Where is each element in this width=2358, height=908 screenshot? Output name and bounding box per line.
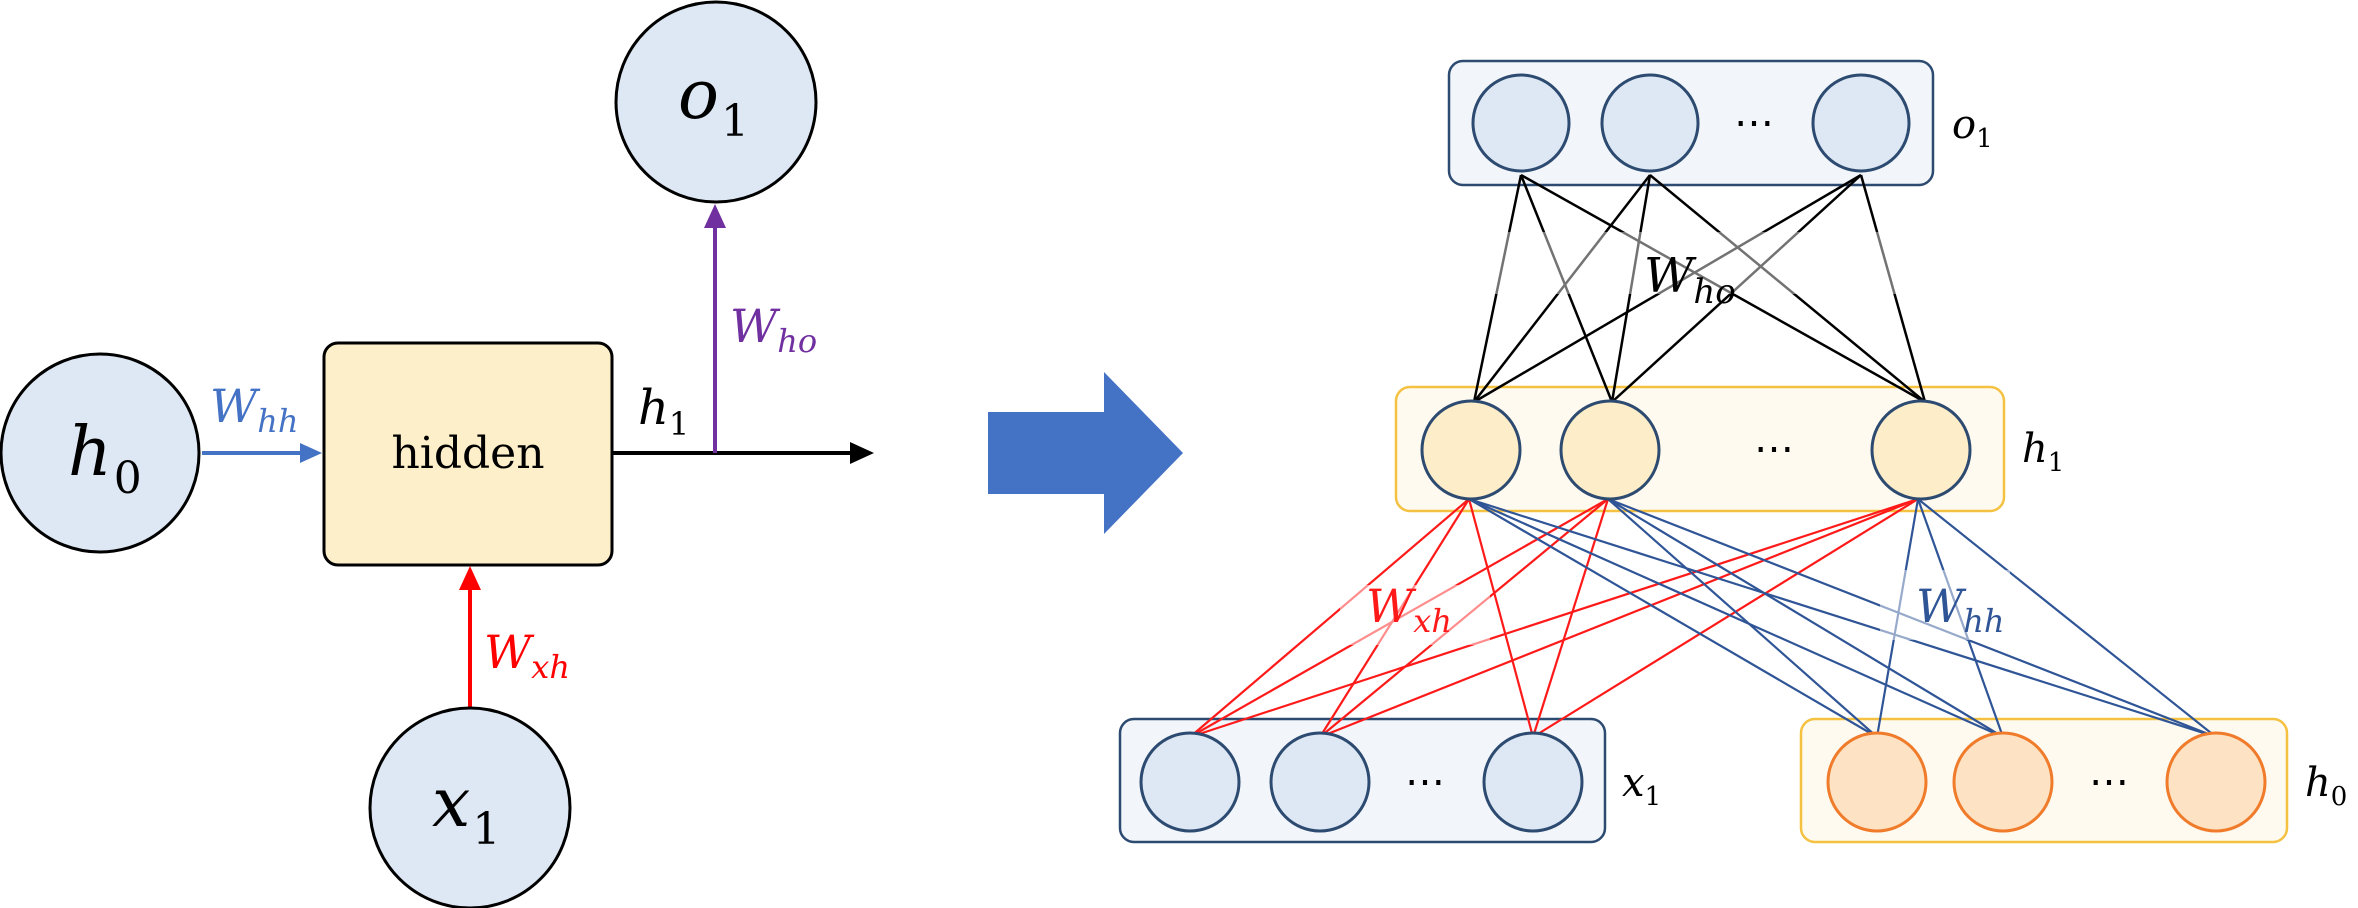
h1-output-arrowhead: [850, 442, 874, 464]
h0-neuron: [1952, 731, 2054, 833]
x1-node: [368, 706, 572, 908]
h0-label: h0: [68, 413, 142, 504]
h1-neuron: [1420, 399, 1522, 501]
o1-label: o1: [678, 56, 749, 147]
w-hh-label: Whh: [210, 379, 299, 440]
x1-neuron: [1482, 731, 1584, 833]
w-xh-weight-label: Wxh: [1366, 579, 1452, 640]
expanded-rnn: ⋯ o1 ⋯ h1 ⋯ x1 ⋯ h0 Who Wxh: [1118, 59, 2347, 844]
h0-node: [0, 352, 201, 554]
w-hh-arrowhead: [300, 443, 322, 463]
w-ho-arrowhead: [704, 204, 726, 228]
w-ho-weight-label: Who: [1644, 248, 1736, 312]
w-ho-connections: [1472, 173, 1927, 404]
w-hh-weight-label: Whh: [1916, 579, 2005, 640]
x1-neuron: [1139, 731, 1241, 833]
w-xh-arrowhead: [459, 566, 481, 590]
w-hh-connections: [1468, 497, 2217, 739]
o1-layer-label: o1: [1952, 102, 1993, 154]
h1-label: h1: [638, 380, 689, 443]
h0-ellipsis: ⋯: [2089, 759, 2129, 805]
unfold-arrow: [988, 372, 1183, 534]
o1-neuron: [1811, 73, 1911, 173]
o1-ellipsis: ⋯: [1734, 100, 1774, 146]
x1-neuron: [1269, 731, 1371, 833]
x1-label: x1: [432, 764, 500, 855]
h1-neuron: [1870, 399, 1972, 501]
h0-neuron: [1826, 731, 1928, 833]
h1-layer-panel: [1394, 385, 2006, 513]
w-hh-fade-band: [1880, 570, 2010, 640]
o1-neuron: [1471, 73, 1571, 173]
h1-neuron: [1559, 399, 1661, 501]
w-ho-fade-band: [1450, 232, 1934, 294]
w-ho-label: Who: [730, 299, 817, 360]
h1-layer-label: h1: [2022, 426, 2064, 478]
w-xh-label: Wxh: [484, 625, 570, 686]
w-xh-fade-band: [1340, 585, 1490, 645]
hidden-label: hidden: [391, 428, 544, 479]
h0-neuron: [2165, 731, 2267, 833]
h1-ellipsis: ⋯: [1754, 426, 1794, 472]
o1-node: [614, 0, 818, 204]
o1-neuron: [1600, 73, 1700, 173]
x1-ellipsis: ⋯: [1405, 759, 1445, 805]
folded-rnn: h0 Whh hidden h1 Who o1 Wxh: [0, 0, 874, 908]
h0-layer-label: h0: [2305, 760, 2347, 812]
w-xh-connections: [1189, 497, 1919, 739]
x1-layer-label: x1: [1622, 760, 1661, 812]
